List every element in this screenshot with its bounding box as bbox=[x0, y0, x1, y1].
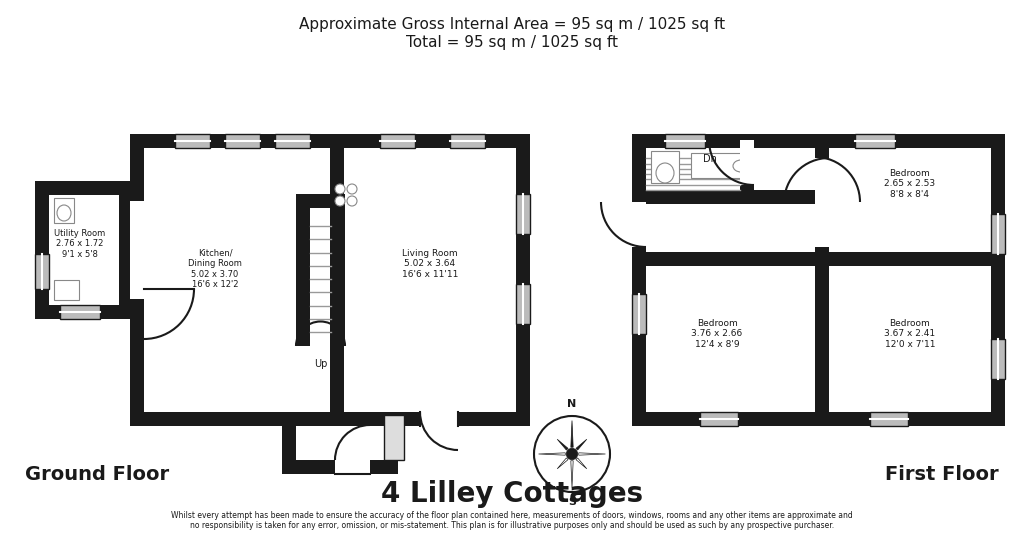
Bar bbox=[144, 148, 330, 412]
Text: Up: Up bbox=[313, 359, 328, 369]
Circle shape bbox=[347, 184, 357, 194]
Bar bbox=[646, 266, 991, 412]
Bar bbox=[49, 195, 119, 305]
Bar bbox=[282, 412, 296, 474]
Bar bbox=[331, 194, 345, 346]
Circle shape bbox=[335, 184, 345, 194]
Text: Bedroom
3.76 x 2.66
12'4 x 8'9: Bedroom 3.76 x 2.66 12'4 x 8'9 bbox=[691, 319, 742, 349]
Polygon shape bbox=[570, 421, 573, 447]
Polygon shape bbox=[579, 453, 605, 455]
Bar bbox=[815, 202, 829, 247]
Polygon shape bbox=[575, 458, 587, 469]
Bar bbox=[991, 214, 1005, 254]
Bar bbox=[225, 134, 260, 148]
Ellipse shape bbox=[57, 205, 71, 221]
Bar bbox=[855, 134, 895, 148]
Bar bbox=[35, 254, 49, 289]
Bar bbox=[330, 134, 344, 426]
Bar bbox=[344, 148, 516, 412]
Bar bbox=[632, 252, 1005, 266]
Bar bbox=[632, 190, 815, 204]
Bar bbox=[130, 412, 530, 426]
Bar bbox=[991, 134, 1005, 426]
Bar bbox=[296, 412, 384, 460]
Polygon shape bbox=[557, 439, 568, 450]
Text: S: S bbox=[568, 497, 575, 507]
Bar bbox=[175, 134, 210, 148]
Bar bbox=[646, 148, 815, 412]
Bar bbox=[35, 181, 133, 195]
Bar bbox=[275, 134, 310, 148]
Text: Living Room
5.02 x 3.64
16'6 x 11'11: Living Room 5.02 x 3.64 16'6 x 11'11 bbox=[401, 249, 458, 279]
Ellipse shape bbox=[656, 163, 674, 183]
Bar bbox=[54, 198, 74, 223]
Text: Ground Floor: Ground Floor bbox=[25, 465, 169, 483]
Circle shape bbox=[566, 449, 578, 460]
Bar bbox=[516, 284, 530, 324]
Bar bbox=[646, 148, 991, 412]
Bar bbox=[700, 412, 738, 426]
Text: Whilst every attempt has been made to ensure the accuracy of the floor plan cont: Whilst every attempt has been made to en… bbox=[171, 512, 853, 521]
Bar bbox=[646, 148, 815, 190]
Bar bbox=[282, 460, 398, 474]
Text: Approximate Gross Internal Area = 95 sq m / 1025 sq ft: Approximate Gross Internal Area = 95 sq … bbox=[299, 17, 725, 32]
Bar bbox=[60, 305, 100, 319]
Text: Bedroom
2.65 x 2.53
8'8 x 8'4: Bedroom 2.65 x 2.53 8'8 x 8'4 bbox=[885, 169, 936, 199]
Bar bbox=[384, 412, 398, 474]
Bar bbox=[740, 140, 754, 185]
Bar bbox=[516, 134, 530, 426]
Ellipse shape bbox=[733, 160, 749, 172]
Circle shape bbox=[534, 416, 610, 492]
Polygon shape bbox=[570, 461, 573, 488]
Bar bbox=[632, 202, 646, 247]
Polygon shape bbox=[557, 458, 568, 469]
Text: no responsibility is taken for any error, omission, or mis-statement. This plan : no responsibility is taken for any error… bbox=[189, 522, 835, 530]
Text: Bedroom
3.67 x 2.41
12'0 x 7'11: Bedroom 3.67 x 2.41 12'0 x 7'11 bbox=[885, 319, 936, 349]
Bar bbox=[119, 181, 133, 319]
Bar bbox=[130, 201, 144, 299]
Polygon shape bbox=[575, 439, 587, 450]
Text: First Floor: First Floor bbox=[886, 465, 999, 483]
Bar bbox=[632, 134, 1005, 148]
Text: Kitchen/
Dining Room
5.02 x 3.70
16'6 x 12'2: Kitchen/ Dining Room 5.02 x 3.70 16'6 x … bbox=[188, 249, 242, 289]
Bar bbox=[35, 305, 133, 319]
Bar bbox=[651, 151, 679, 183]
Bar bbox=[740, 134, 754, 204]
Bar bbox=[646, 148, 991, 252]
Bar bbox=[296, 194, 345, 208]
Text: 4 Lilley Cottages: 4 Lilley Cottages bbox=[381, 480, 643, 508]
Bar bbox=[35, 181, 49, 319]
Bar bbox=[380, 134, 415, 148]
Bar bbox=[130, 134, 144, 426]
Circle shape bbox=[335, 196, 345, 206]
Bar bbox=[54, 280, 79, 300]
Bar bbox=[516, 194, 530, 234]
Bar bbox=[450, 134, 485, 148]
Text: Utility Room
2.76 x 1.72
9'1 x 5'8: Utility Room 2.76 x 1.72 9'1 x 5'8 bbox=[54, 229, 105, 259]
Bar bbox=[870, 412, 908, 426]
Bar bbox=[691, 153, 751, 178]
Bar bbox=[815, 134, 829, 426]
Bar bbox=[296, 194, 310, 346]
Text: N: N bbox=[567, 399, 577, 409]
Text: Total = 95 sq m / 1025 sq ft: Total = 95 sq m / 1025 sq ft bbox=[406, 35, 618, 50]
Bar bbox=[632, 134, 646, 426]
Bar bbox=[646, 148, 740, 190]
Bar bbox=[420, 412, 458, 426]
Bar bbox=[130, 134, 530, 148]
Circle shape bbox=[347, 196, 357, 206]
Bar bbox=[144, 148, 516, 412]
Bar bbox=[335, 460, 370, 474]
Bar bbox=[829, 148, 991, 412]
Polygon shape bbox=[539, 453, 565, 455]
Bar bbox=[815, 158, 829, 203]
Bar bbox=[665, 134, 705, 148]
Bar bbox=[991, 339, 1005, 379]
Bar bbox=[632, 412, 1005, 426]
Bar bbox=[384, 415, 404, 460]
Bar bbox=[632, 294, 646, 334]
Text: Dn: Dn bbox=[703, 154, 717, 164]
